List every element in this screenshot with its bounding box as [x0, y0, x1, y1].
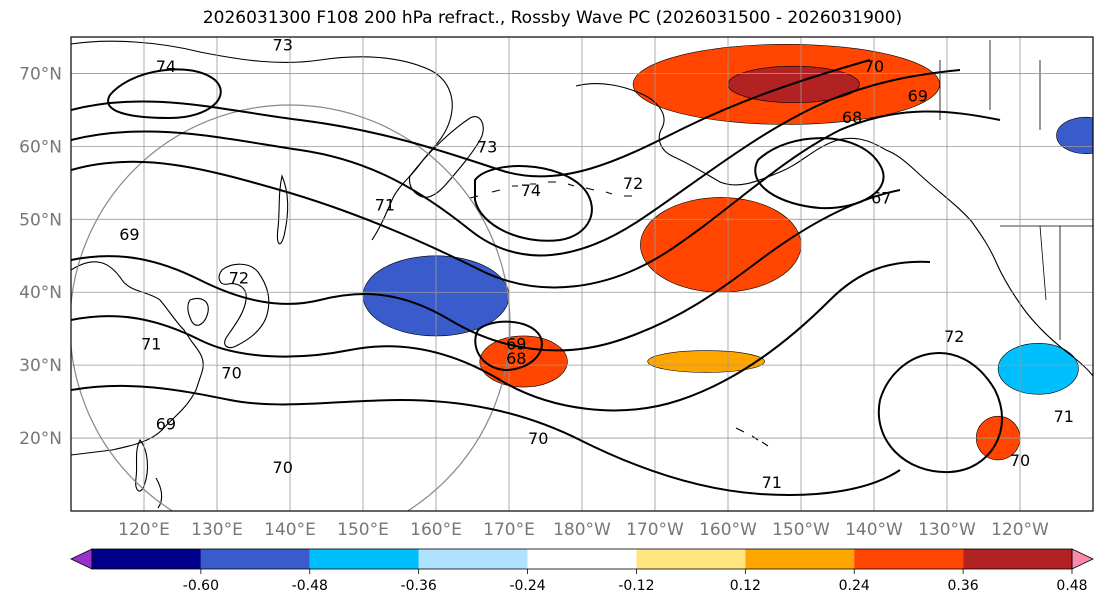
colorbar-bin	[527, 549, 637, 569]
x-tick-label: 170°E	[483, 520, 535, 540]
colorbar-bin	[745, 549, 855, 569]
canada-borders	[939, 40, 1093, 340]
contour-line	[71, 189, 901, 352]
x-tick-label: 130°E	[191, 520, 243, 540]
colorbar-tick-label: -0.36	[401, 578, 437, 594]
contour-label: 70	[864, 57, 884, 76]
colorbar-bin	[854, 549, 964, 569]
contour-line	[754, 137, 885, 210]
alaska-coastline	[575, 83, 887, 186]
axis-tick-labels: 120°E 130°E 140°E 150°E 160°E 170°E 180°W 170°W…	[19, 64, 1049, 540]
x-tick-label: 130°W	[918, 520, 976, 540]
north-america-coastline	[885, 149, 1093, 377]
colorbar-extend-low	[70, 548, 93, 570]
colorbar-bin	[92, 549, 201, 569]
colorbar-tick-label: 0.36	[948, 578, 979, 594]
y-tick-label: 70°N	[19, 64, 62, 84]
shaded-region-central-pacific-positive	[479, 335, 568, 388]
contour-label: 68	[842, 108, 862, 127]
x-tick-label: 160°E	[410, 520, 462, 540]
refractivity-contours	[71, 59, 1004, 496]
y-tick-label: 60°N	[19, 137, 62, 157]
contour-line	[71, 260, 931, 412]
contour-label: 74	[521, 181, 541, 200]
contour-label: 74	[156, 57, 176, 76]
contour-label: 72	[944, 327, 964, 346]
plot-frame	[70, 36, 1094, 512]
contour-line	[474, 320, 543, 372]
colorbar-tick-label: -0.12	[618, 578, 654, 594]
x-tick-label: 150°W	[772, 520, 830, 540]
siberia-coastline	[71, 40, 453, 241]
kamchatka-coastline	[408, 116, 484, 198]
contour-label: 71	[1054, 407, 1074, 426]
contour-line	[71, 59, 871, 178]
colorbar-frame	[91, 548, 1073, 570]
shaded-region-subtropical-negative	[997, 342, 1079, 395]
contour-label: 69	[506, 334, 526, 353]
colorbar-tick-label: 0.12	[730, 578, 761, 594]
x-tick-label: 180°W	[553, 520, 611, 540]
contour-label: 72	[623, 174, 643, 193]
colorbar-extend-high	[1071, 548, 1094, 570]
contour-line	[71, 69, 961, 257]
contour-line	[71, 110, 1001, 289]
x-tick-label: 140°E	[264, 520, 316, 540]
x-tick-label: 120°W	[991, 520, 1049, 540]
colorbar-bin	[309, 549, 419, 569]
coastline-layer	[71, 40, 1093, 509]
y-tick-label: 50°N	[19, 210, 62, 230]
asia-coastline	[71, 261, 204, 456]
contour-label: 70	[528, 429, 548, 448]
shaded-region-subtropical-positive	[647, 350, 765, 373]
korea-coastline	[187, 297, 209, 326]
contour-label: 71	[141, 334, 161, 353]
contour-label: 67	[871, 188, 891, 207]
contour-label: 70	[1010, 451, 1030, 470]
x-tick-label: 140°W	[845, 520, 903, 540]
map-title: 2026031300 F108 200 hPa refract., Rossby…	[202, 8, 903, 28]
japan-coastline	[218, 263, 270, 349]
y-tick-label: 20°N	[19, 429, 62, 449]
contour-label: 71	[375, 196, 395, 215]
contour-label: 69	[119, 225, 139, 244]
contour-label: 73	[273, 35, 293, 54]
colorbar-tick-label: 0.48	[1056, 578, 1087, 594]
shaded-region-canada-negative	[1056, 116, 1093, 154]
contour-line	[107, 68, 222, 120]
contour-label: 69	[908, 86, 928, 105]
colorbar-tick-label: -0.48	[292, 578, 328, 594]
x-tick-label: 150°E	[337, 520, 389, 540]
y-tick-label: 30°N	[19, 356, 62, 376]
contour-label: 73	[477, 137, 497, 156]
philippines-coastline	[135, 438, 163, 509]
contour-label: 71	[762, 473, 782, 492]
contour-label: 69	[156, 414, 176, 433]
colorbar-tick-label: 0.24	[839, 578, 870, 594]
x-tick-label: 160°W	[699, 520, 757, 540]
contour-label: 68	[506, 349, 526, 368]
colorbar-tick-label: -0.60	[183, 578, 219, 594]
contour-label: 70	[221, 363, 241, 382]
colorbar: -0.60 -0.48 -0.36 -0.24 -0.12 0.12 0.24 0.36 0.4…	[70, 548, 1094, 594]
shaded-region-gulf-alaska-positive	[640, 197, 802, 293]
colorbar-bin	[200, 549, 310, 569]
reference-circle	[71, 104, 511, 511]
contour-line	[71, 384, 901, 496]
contour-label: 70	[273, 458, 293, 477]
y-tick-label: 40°N	[19, 283, 62, 303]
colorbar-bin	[636, 549, 746, 569]
sakhalin-coastline	[276, 174, 289, 245]
contour-label: 72	[229, 269, 249, 288]
colorbar-tick-label: -0.24	[509, 578, 545, 594]
colorbar-bin	[418, 549, 528, 569]
contour-line	[877, 352, 1004, 474]
colorbar-bin	[963, 549, 1072, 569]
x-tick-label: 120°E	[118, 520, 170, 540]
contour-line	[474, 165, 593, 242]
x-tick-label: 170°W	[626, 520, 684, 540]
